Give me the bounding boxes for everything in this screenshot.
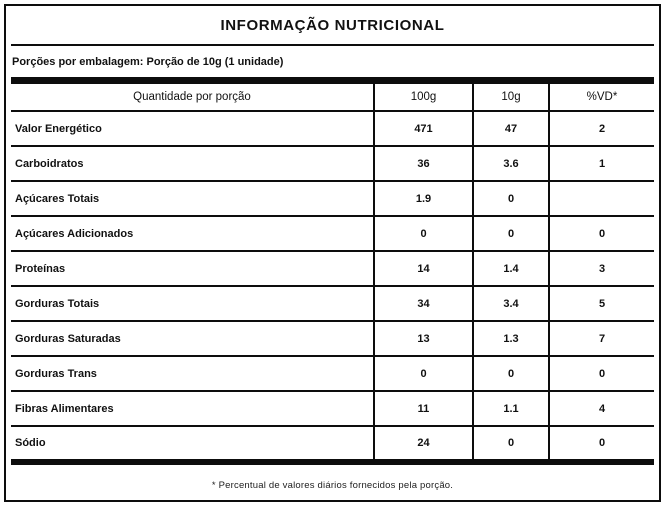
nutrition-table: Quantidade por porção 100g 10g %VD* Valo… (11, 77, 654, 465)
value-10g: 1.3 (472, 322, 548, 355)
nutrient-label: Açúcares Adicionados (15, 227, 134, 240)
value-vd: 5 (548, 287, 654, 320)
value-10g: 1.4 (472, 252, 548, 285)
table-row-acucares-totais: Açúcares Totais 1.9 0 (11, 182, 654, 217)
table-row-carboidratos: Carboidratos 36 3.6 1 (11, 147, 654, 182)
value-100g: 1.9 (373, 182, 472, 215)
nutrient-label: Sódio (15, 437, 46, 449)
column-header-vd: %VD* (548, 84, 654, 110)
value-10g: 1.1 (472, 392, 548, 425)
value-100g: 36 (373, 147, 472, 180)
value-10g: 0 (472, 357, 548, 390)
value-10g: 0 (472, 182, 548, 215)
value-100g: 0 (373, 217, 472, 250)
value-vd: 2 (548, 112, 654, 145)
nutrient-label: Proteínas (15, 262, 66, 275)
table-row-sodio: Sódio 24 0 0 (11, 427, 654, 459)
daily-values-footnote: * Percentual de valores diários fornecid… (211, 480, 454, 491)
table-row-proteinas: Proteínas 14 1.4 3 (11, 252, 654, 287)
page-title: INFORMAÇÃO NUTRICIONAL (11, 6, 654, 46)
column-header-quantity: Quantidade por porção (133, 91, 251, 103)
value-10g: 0 (472, 217, 548, 250)
value-100g: 471 (373, 112, 472, 145)
table-row-gorduras-trans: Gorduras Trans 0 0 0 (11, 357, 654, 392)
value-vd: 1 (548, 147, 654, 180)
table-header-row: Quantidade por porção 100g 10g %VD* (11, 84, 654, 112)
value-100g: 24 (373, 427, 472, 459)
table-row-valor-energetico: Valor Energético 471 47 2 (11, 112, 654, 147)
value-100g: 34 (373, 287, 472, 320)
value-10g: 3.6 (472, 147, 548, 180)
table-row-fibras-alimentares: Fibras Alimentares 11 1.1 4 (11, 392, 654, 427)
nutrient-label: Fibras Alimentares (15, 402, 114, 415)
value-vd: 3 (548, 252, 654, 285)
nutrient-label: Gorduras Trans (15, 367, 97, 380)
nutrient-label: Carboidratos (15, 157, 84, 170)
value-vd: 7 (548, 322, 654, 355)
value-100g: 0 (373, 357, 472, 390)
value-100g: 13 (373, 322, 472, 355)
column-header-100g: 100g (373, 84, 472, 110)
value-10g: 0 (472, 427, 548, 459)
value-vd: 4 (548, 392, 654, 425)
value-100g: 11 (373, 392, 472, 425)
value-vd (548, 182, 654, 215)
column-header-10g: 10g (472, 84, 548, 110)
value-10g: 3.4 (472, 287, 548, 320)
value-vd: 0 (548, 217, 654, 250)
nutrient-label: Gorduras Saturadas (15, 332, 121, 345)
value-10g: 47 (472, 112, 548, 145)
value-vd: 0 (548, 427, 654, 459)
value-vd: 0 (548, 357, 654, 390)
servings-line: Porções por embalagem: Porção de 10g (1 … (12, 55, 284, 68)
table-row-gorduras-saturadas: Gorduras Saturadas 13 1.3 7 (11, 322, 654, 357)
value-100g: 14 (373, 252, 472, 285)
table-row-gorduras-totais: Gorduras Totais 34 3.4 5 (11, 287, 654, 322)
nutrient-label: Açúcares Totais (15, 192, 100, 205)
nutrition-label: INFORMAÇÃO NUTRICIONAL Porções por embal… (4, 4, 661, 502)
nutrient-label: Valor Energético (15, 122, 102, 135)
table-row-acucares-adicionados: Açúcares Adicionados 0 0 0 (11, 217, 654, 252)
nutrient-label: Gorduras Totais (15, 297, 100, 310)
